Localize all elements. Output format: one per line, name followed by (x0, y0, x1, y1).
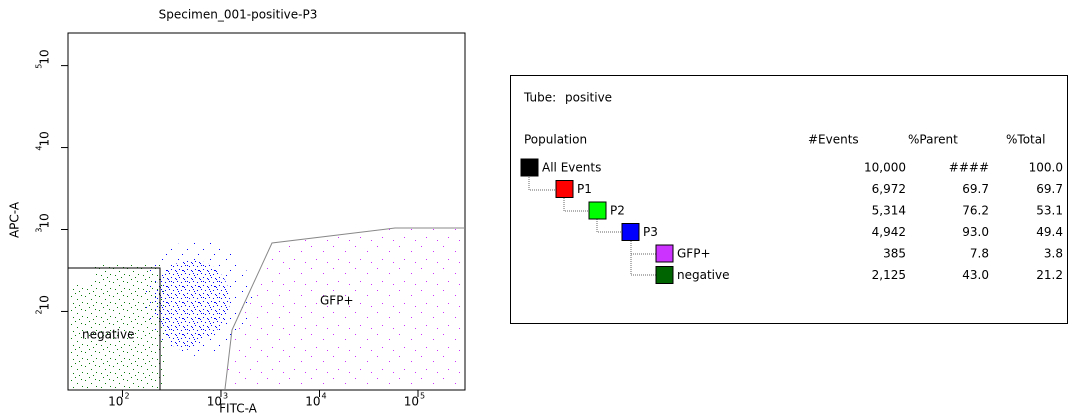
x-tick-label: 10 (108, 395, 123, 409)
percent-total: 53.1 (1036, 204, 1063, 218)
percent-parent: 76.2 (962, 204, 989, 218)
y-tick-label: 10 (38, 295, 52, 310)
population-name: All Events (542, 161, 601, 175)
event-count: 385 (883, 247, 906, 261)
event-count: 10,000 (864, 161, 906, 175)
population-swatch (555, 180, 574, 198)
x-tick-label: 10 (404, 395, 419, 409)
population-swatch (655, 244, 674, 263)
population-swatch (588, 201, 607, 220)
tube-label: Tube: (523, 91, 556, 105)
plot-frame (67, 32, 466, 391)
x-tick-label: 10 (305, 395, 320, 409)
event-count: 2,125 (872, 268, 906, 282)
x-tick-exponent: 5 (420, 392, 425, 401)
gfp-gate (224, 227, 465, 390)
percent-total: 69.7 (1036, 182, 1063, 196)
column-header: #Events (808, 133, 859, 147)
y-tick-label: 10 (38, 49, 52, 64)
plot-title: Specimen_001-positive-P3 (159, 8, 318, 22)
population-name: P2 (610, 204, 625, 218)
percent-total: 100.0 (1029, 161, 1063, 175)
x-tick-exponent: 4 (321, 392, 326, 401)
population-swatch (621, 223, 640, 241)
y-tick-exponent: 4 (35, 146, 44, 151)
population-swatch (655, 266, 674, 284)
y-axis-label: APC-A (8, 201, 22, 238)
x-tick-exponent: 2 (124, 392, 129, 401)
y-tick-label: 10 (38, 131, 52, 146)
population-tree (528, 177, 656, 276)
percent-total: 21.2 (1036, 268, 1063, 282)
gate-label: negative (82, 328, 134, 342)
event-count: 6,972 (872, 182, 906, 196)
tree-connector (528, 177, 656, 276)
percent-total: 49.4 (1036, 225, 1063, 239)
gate-label: GFP+ (320, 294, 354, 308)
percent-parent: 7.8 (970, 247, 989, 261)
population-name: P1 (577, 182, 592, 196)
y-tick-exponent: 3 (35, 228, 44, 233)
y-tick-exponent: 5 (35, 64, 44, 69)
x-axis-label: FITC-A (219, 402, 258, 416)
population-name: P3 (643, 225, 658, 239)
percent-parent: 69.7 (962, 182, 989, 196)
percent-parent: 93.0 (962, 225, 989, 239)
event-count: 5,314 (872, 204, 906, 218)
y-tick-exponent: 2 (35, 309, 44, 314)
y-tick-label: 10 (38, 213, 52, 228)
event-count: 4,942 (872, 225, 906, 239)
population-name: GFP+ (677, 247, 711, 261)
x-tick-label: 10 (207, 395, 222, 409)
percent-parent: #### (949, 161, 989, 175)
column-header: %Total (1006, 133, 1045, 147)
column-header: Population (524, 133, 587, 147)
population-table (510, 75, 1068, 324)
tube-name: positive (565, 91, 612, 105)
event-dots (70, 228, 465, 389)
x-tick-exponent: 3 (223, 392, 228, 401)
percent-parent: 43.0 (962, 268, 989, 282)
percent-total: 3.8 (1044, 247, 1063, 261)
population-swatch (520, 158, 539, 177)
population-name: negative (677, 268, 729, 282)
negative-gate (67, 267, 161, 391)
column-header: %Parent (908, 133, 958, 147)
